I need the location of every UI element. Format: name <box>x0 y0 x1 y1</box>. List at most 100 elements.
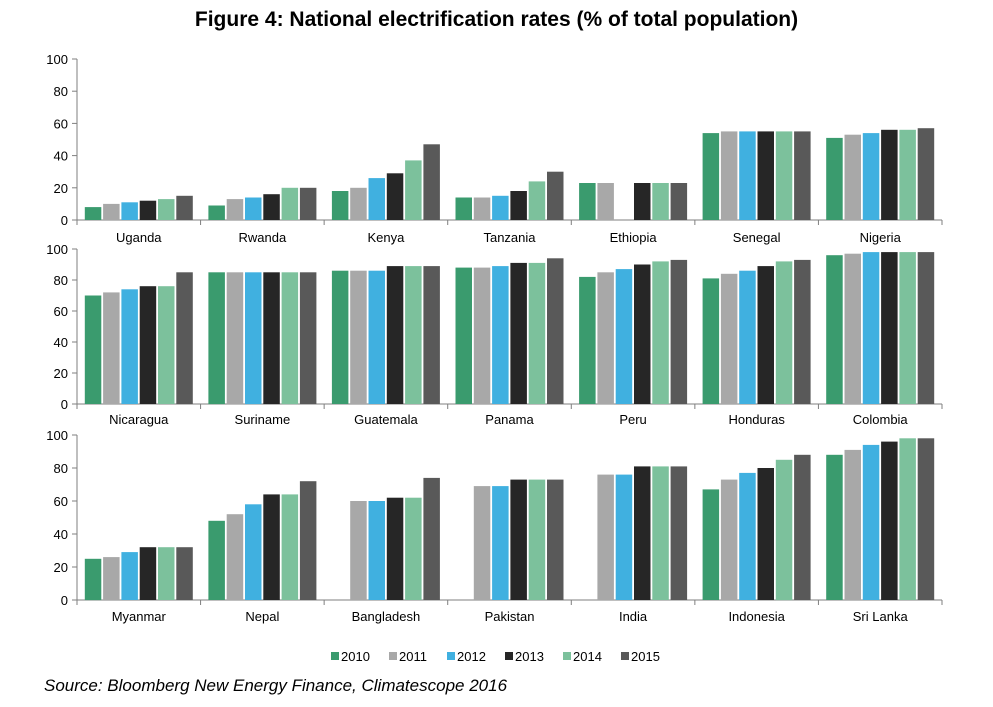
bar <box>473 486 491 600</box>
bar <box>634 264 651 404</box>
bar <box>299 187 317 220</box>
bar <box>208 520 225 600</box>
bar <box>473 267 491 404</box>
legend-label: 2011 <box>399 649 427 664</box>
x-category-label: Guatemala <box>354 412 418 427</box>
bar <box>368 178 385 220</box>
bar <box>881 129 898 220</box>
bar <box>103 292 120 404</box>
y-tick-label: 40 <box>54 527 68 542</box>
y-tick-label: 100 <box>46 428 68 443</box>
bar <box>423 477 440 600</box>
bar <box>386 266 404 404</box>
bar <box>757 266 774 404</box>
x-category-label: Myanmar <box>112 609 167 624</box>
legend-label: 2014 <box>573 649 602 664</box>
bar <box>579 276 596 404</box>
bar <box>245 504 262 600</box>
bar <box>775 261 793 404</box>
bar <box>158 547 175 600</box>
bar <box>670 466 688 600</box>
bar <box>176 195 193 220</box>
bar <box>350 270 367 404</box>
x-category-label: India <box>619 609 648 624</box>
bar <box>139 547 157 600</box>
bar <box>176 272 193 405</box>
bar <box>862 133 880 220</box>
bar <box>634 183 651 220</box>
bar <box>245 272 262 405</box>
bar <box>492 195 509 220</box>
bar <box>423 266 440 404</box>
bar <box>720 479 738 600</box>
y-tick-label: 0 <box>61 593 68 608</box>
legend-swatch <box>505 652 513 660</box>
bar <box>862 252 880 404</box>
bar <box>917 252 935 404</box>
y-tick-label: 80 <box>54 84 68 99</box>
legend-label: 2010 <box>341 649 370 664</box>
bar <box>208 272 225 405</box>
bar <box>263 272 280 405</box>
y-tick-label: 100 <box>46 242 68 257</box>
bar <box>121 552 138 600</box>
x-category-label: Nepal <box>245 609 279 624</box>
y-tick-label: 60 <box>54 116 68 131</box>
y-tick-label: 20 <box>54 181 68 196</box>
y-tick-label: 20 <box>54 560 68 575</box>
bar <box>386 497 404 600</box>
x-category-label: Honduras <box>728 412 785 427</box>
bar <box>775 131 793 220</box>
y-tick-label: 40 <box>54 149 68 164</box>
bar <box>510 191 527 220</box>
bar <box>226 272 244 405</box>
bar <box>615 269 633 404</box>
x-category-label: Pakistan <box>485 609 535 624</box>
bar <box>775 459 793 601</box>
bar <box>826 454 843 600</box>
bar <box>455 197 472 220</box>
y-tick-label: 20 <box>54 366 68 381</box>
chart-legend: 2010 2011 2012 2013 2014 2015 <box>331 649 660 664</box>
bar <box>331 191 349 220</box>
bar <box>455 267 472 404</box>
bar <box>899 438 916 600</box>
bar <box>103 557 120 600</box>
bar <box>547 171 564 220</box>
bar <box>702 489 720 600</box>
legend-label: 2013 <box>515 649 544 664</box>
y-tick-label: 0 <box>61 213 68 228</box>
x-category-label: Bangladesh <box>352 609 421 624</box>
x-category-label: Nigeria <box>860 230 902 245</box>
bar <box>510 262 527 404</box>
bar <box>739 131 756 220</box>
bar <box>844 134 861 220</box>
bar <box>652 183 669 220</box>
bar <box>794 131 811 220</box>
x-category-label: Rwanda <box>239 230 287 245</box>
bar <box>245 197 262 220</box>
bar <box>844 253 861 404</box>
bar <box>547 479 564 600</box>
chart-panel-latin-america: 0 20 40 60 80 100 Nicaragua Suriname Guatemala Pa… <box>46 242 943 427</box>
bar <box>881 441 898 600</box>
y-tick-label: 100 <box>46 52 68 67</box>
bar <box>917 438 935 600</box>
y-tick-label: 80 <box>54 273 68 288</box>
bar <box>84 558 102 601</box>
bar <box>423 144 440 220</box>
x-category-label: Suriname <box>235 412 291 427</box>
bar <box>405 497 422 600</box>
legend-swatch <box>389 652 397 660</box>
bar <box>652 466 669 600</box>
bar <box>670 183 688 220</box>
x-category-label: Colombia <box>853 412 909 427</box>
x-category-label: Indonesia <box>728 609 785 624</box>
bar <box>139 286 157 404</box>
bar <box>158 199 175 220</box>
bar <box>263 194 280 220</box>
bar <box>299 272 317 405</box>
bar <box>702 278 720 404</box>
bar <box>899 252 916 404</box>
